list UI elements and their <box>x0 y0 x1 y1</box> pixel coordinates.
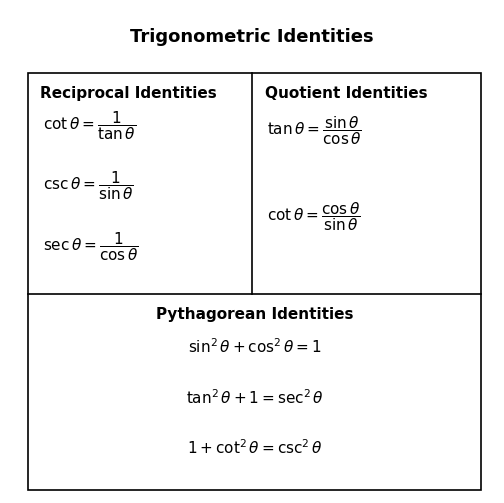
Text: $\tan^2 \theta + 1 = \sec^2 \theta$: $\tan^2 \theta + 1 = \sec^2 \theta$ <box>185 388 324 407</box>
Text: $1 + \cot^2 \theta = \csc^2 \theta$: $1 + \cot^2 \theta = \csc^2 \theta$ <box>186 438 323 457</box>
Text: $\sec \theta = \dfrac{1}{\cos \theta}$: $\sec \theta = \dfrac{1}{\cos \theta}$ <box>43 230 139 263</box>
Text: Reciprocal Identities: Reciprocal Identities <box>40 86 217 101</box>
Text: $\csc \theta = \dfrac{1}{\sin \theta}$: $\csc \theta = \dfrac{1}{\sin \theta}$ <box>43 170 134 203</box>
Bar <box>28 73 481 490</box>
Text: $\tan \theta = \dfrac{\sin \theta}{\cos \theta}$: $\tan \theta = \dfrac{\sin \theta}{\cos … <box>267 114 362 147</box>
Text: Quotient Identities: Quotient Identities <box>265 86 427 101</box>
Text: $\sin^2 \theta + \cos^2 \theta = 1$: $\sin^2 \theta + \cos^2 \theta = 1$ <box>187 338 322 357</box>
Text: Pythagorean Identities: Pythagorean Identities <box>156 307 353 322</box>
Text: $\cot \theta = \dfrac{\cos \theta}{\sin \theta}$: $\cot \theta = \dfrac{\cos \theta}{\sin … <box>267 200 361 233</box>
Text: $\cot \theta = \dfrac{1}{\tan \theta}$: $\cot \theta = \dfrac{1}{\tan \theta}$ <box>43 109 136 142</box>
Text: Trigonometric Identities: Trigonometric Identities <box>130 28 374 46</box>
